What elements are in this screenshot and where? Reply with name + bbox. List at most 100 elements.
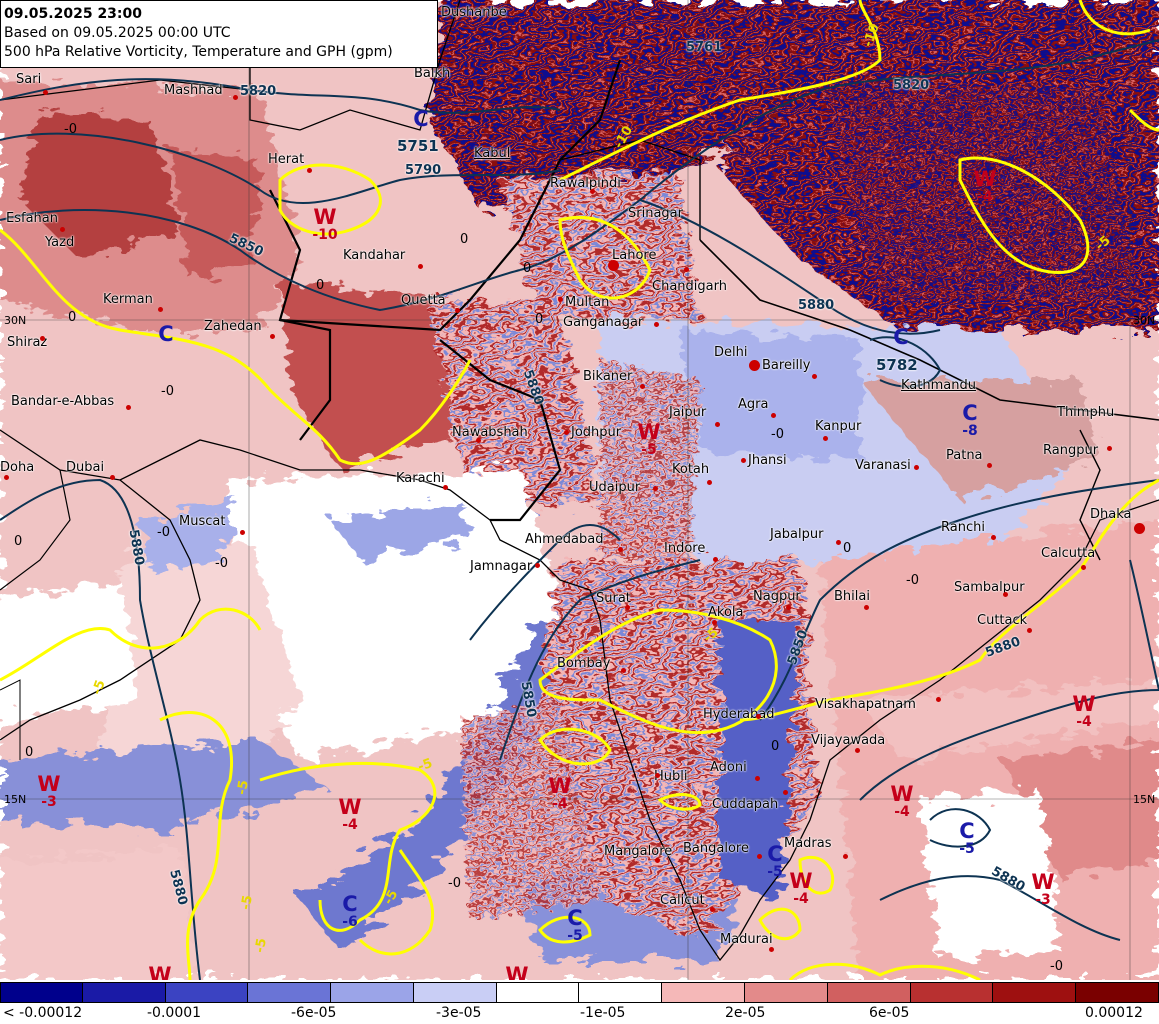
zero-label: -0 xyxy=(906,573,919,588)
city-dot xyxy=(1027,628,1032,633)
colorbar-frame xyxy=(0,982,1159,1003)
city-label: Adoni xyxy=(710,760,747,775)
city-dot xyxy=(476,438,481,443)
city-dot xyxy=(769,947,774,952)
city-label: Thimphu xyxy=(1057,405,1115,420)
city-dot xyxy=(307,168,312,173)
city-label: Kandahar xyxy=(343,248,406,263)
colorbar-tick: -6e-05 xyxy=(291,1005,337,1021)
zero-label: 0 xyxy=(68,310,77,325)
city-label: Bhilai xyxy=(834,589,870,604)
city-label: Multan xyxy=(565,295,610,310)
city-label: Bangalore xyxy=(683,841,749,856)
city-dot xyxy=(418,264,423,269)
city-dot xyxy=(836,540,841,545)
cold-marker: C xyxy=(893,325,909,349)
city-dot xyxy=(655,858,660,863)
cold-marker: C -5 xyxy=(959,819,975,857)
map-info-box: 09.05.2025 23:00 Based on 09.05.2025 00:… xyxy=(0,0,438,68)
lat-label: 30N xyxy=(1133,314,1156,327)
lat-label: 15N xyxy=(4,793,27,806)
valid-time: 09.05.2025 23:00 xyxy=(4,6,143,22)
city-dot xyxy=(233,95,238,100)
zero-label: 0 xyxy=(25,745,34,760)
colorbar-swatch xyxy=(82,982,166,1002)
warm-marker: W -10 xyxy=(312,205,338,243)
city-label: Kerman xyxy=(103,292,153,307)
cold-marker: C xyxy=(413,107,429,131)
city-dot xyxy=(608,260,619,271)
zero-label: 0 xyxy=(460,232,469,247)
city-label: Akola xyxy=(708,605,744,620)
city-dot xyxy=(1003,592,1008,597)
city-dot xyxy=(710,907,715,912)
city-label: Indore xyxy=(664,541,706,556)
city-label: Lahore xyxy=(612,248,657,263)
city-label: Delhi xyxy=(714,345,748,360)
warm-marker: W -3 xyxy=(37,772,61,810)
lat-label: 30N xyxy=(4,314,27,327)
city-label: Dushanbe xyxy=(441,5,507,20)
zero-label: -0 xyxy=(215,556,228,571)
colorbar-tick: 2e-05 xyxy=(725,1005,766,1021)
colorbar-swatch xyxy=(413,982,497,1002)
city-dot xyxy=(4,475,9,480)
city-dot xyxy=(756,714,761,719)
city-label: Jamnagar xyxy=(470,559,533,574)
city-label: Surat xyxy=(596,591,631,606)
warm-marker: W -5 xyxy=(637,420,661,458)
city-dot xyxy=(654,322,659,327)
colorbar-tick: -1e-05 xyxy=(580,1005,626,1021)
city-label: Hyderabad xyxy=(703,707,775,722)
city-label: Sambalpur xyxy=(954,580,1025,595)
borders xyxy=(0,0,1159,962)
city-dot xyxy=(812,374,817,379)
city-label: Calcutta xyxy=(1041,546,1096,561)
city-label: Dhaka xyxy=(1090,507,1132,522)
city-dot xyxy=(771,413,776,418)
zero-label: -0 xyxy=(448,876,461,891)
gph-label: 5820 xyxy=(893,78,930,93)
city-dot xyxy=(864,605,869,610)
colorbar-swatch xyxy=(827,982,911,1002)
city-label: Kathmandu xyxy=(901,378,976,393)
city-dot xyxy=(618,547,623,552)
city-label: Karachi xyxy=(396,471,445,486)
city-dot xyxy=(625,605,630,610)
city-label: Jodhpur xyxy=(571,425,622,440)
city-dot xyxy=(987,463,992,468)
colorbar-tick: -3e-05 xyxy=(436,1005,482,1021)
city-label: Nawabshah xyxy=(452,425,528,440)
city-label: Madras xyxy=(784,836,832,851)
cold-marker: C xyxy=(158,322,174,346)
city-label: Varanasi xyxy=(855,458,911,473)
cold-marker: C -6 xyxy=(342,892,358,930)
zero-label: 0 xyxy=(843,541,852,556)
map-canvas xyxy=(0,0,1159,980)
zero-label: 0 xyxy=(316,278,325,293)
city-dot xyxy=(713,557,718,562)
city-label: Quetta xyxy=(401,293,446,308)
city-label: Agra xyxy=(738,397,769,412)
colorbar-tick: 6e-05 xyxy=(869,1005,910,1021)
city-dot xyxy=(653,486,658,491)
warm-marker: W -4 xyxy=(789,869,813,907)
gph-label: 5880 xyxy=(798,298,835,313)
city-dot xyxy=(158,307,163,312)
city-label: Visakhapatnam xyxy=(815,697,916,712)
city-dot xyxy=(786,605,791,610)
gph-label: 5782 xyxy=(876,356,918,374)
city-dot xyxy=(1134,523,1145,534)
zero-label: -0 xyxy=(771,427,784,442)
colorbar-tick: -0.0001 xyxy=(147,1005,202,1021)
warm-marker: W -4 xyxy=(548,774,572,812)
city-label: Kanpur xyxy=(815,419,862,434)
warm-marker: W -4 xyxy=(338,795,362,833)
city-dot xyxy=(991,535,996,540)
city-label: Jaipur xyxy=(669,405,707,420)
city-dot xyxy=(855,748,860,753)
city-dot xyxy=(564,430,569,435)
city-label: Srinagar xyxy=(628,206,683,221)
colorbar-swatch xyxy=(662,982,746,1002)
colorbar-tick: 0.00012 xyxy=(1085,1005,1143,1021)
